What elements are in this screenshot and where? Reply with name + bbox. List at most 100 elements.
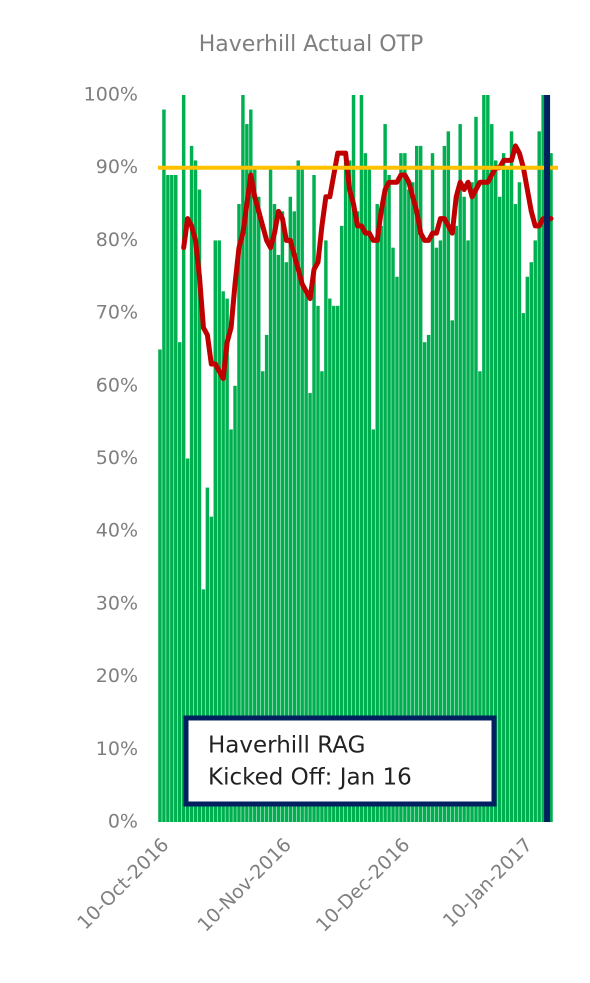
bar bbox=[197, 189, 202, 822]
annotation-box bbox=[183, 715, 497, 807]
bar bbox=[359, 95, 364, 822]
bar bbox=[430, 153, 435, 822]
y-tick-label: 60% bbox=[96, 374, 138, 396]
bar bbox=[426, 334, 431, 822]
bar bbox=[375, 204, 379, 823]
annotation-text: Kicked Off: Jan 16 bbox=[208, 765, 412, 791]
bar bbox=[336, 305, 340, 823]
bar bbox=[272, 204, 277, 823]
bar bbox=[162, 109, 166, 823]
bar bbox=[407, 189, 411, 822]
bar bbox=[237, 204, 241, 823]
bar bbox=[466, 240, 470, 822]
y-tick-label: 0% bbox=[108, 811, 138, 833]
bar bbox=[304, 291, 308, 822]
bar bbox=[474, 116, 478, 822]
bar bbox=[470, 182, 474, 823]
x-tick-label: 10-Dec-2016 bbox=[312, 834, 415, 937]
bar bbox=[387, 174, 391, 823]
bar bbox=[482, 95, 486, 822]
bar bbox=[320, 371, 324, 822]
bar bbox=[229, 429, 233, 822]
bar bbox=[308, 393, 312, 822]
bar bbox=[395, 276, 399, 822]
bar bbox=[454, 225, 458, 823]
bar bbox=[418, 145, 423, 822]
bar bbox=[280, 211, 285, 822]
bar bbox=[276, 254, 281, 822]
bar bbox=[193, 160, 198, 822]
bar bbox=[509, 131, 514, 823]
y-tick-label: 90% bbox=[96, 156, 138, 178]
moving-average-line bbox=[181, 143, 554, 382]
annotation-text: Haverhill RAG bbox=[208, 733, 365, 759]
x-tick-label: 10-Nov-2016 bbox=[193, 834, 295, 936]
y-tick-label: 50% bbox=[96, 447, 138, 469]
bar bbox=[185, 458, 190, 822]
bar bbox=[497, 196, 502, 822]
y-tick-label: 30% bbox=[96, 592, 138, 614]
bar bbox=[166, 174, 170, 823]
bar bbox=[486, 95, 490, 822]
bar bbox=[221, 291, 225, 822]
chart-title: Haverhill Actual OTP bbox=[199, 32, 423, 57]
bar bbox=[205, 487, 210, 822]
bar bbox=[422, 342, 427, 822]
bar bbox=[209, 516, 214, 822]
bar bbox=[505, 167, 510, 822]
bar bbox=[328, 298, 332, 822]
bar bbox=[324, 240, 328, 822]
bar bbox=[316, 305, 320, 823]
bar bbox=[383, 124, 387, 822]
bar bbox=[292, 211, 296, 822]
bar bbox=[264, 334, 269, 822]
bar bbox=[450, 320, 454, 822]
bar bbox=[494, 160, 498, 822]
bar bbox=[458, 124, 462, 822]
bar bbox=[284, 262, 289, 823]
y-tick-label: 80% bbox=[96, 229, 138, 251]
bar bbox=[174, 174, 178, 823]
bar bbox=[399, 153, 403, 822]
bar bbox=[312, 174, 316, 823]
bar bbox=[529, 262, 533, 823]
y-tick-label: 100% bbox=[84, 84, 138, 106]
bar bbox=[438, 240, 443, 822]
bar bbox=[201, 589, 206, 822]
bar bbox=[541, 95, 545, 822]
bar bbox=[490, 124, 494, 822]
bar bbox=[170, 174, 174, 823]
bar bbox=[245, 124, 249, 822]
bar bbox=[253, 167, 257, 822]
bar bbox=[213, 240, 217, 822]
bar bbox=[351, 95, 356, 822]
bar bbox=[525, 276, 530, 822]
bar bbox=[363, 153, 368, 822]
y-tick-label: 70% bbox=[96, 302, 138, 324]
bar bbox=[533, 240, 537, 822]
bar bbox=[268, 167, 273, 822]
bar bbox=[379, 225, 383, 823]
bar bbox=[537, 131, 541, 823]
bar bbox=[501, 153, 506, 822]
bar bbox=[434, 247, 439, 823]
bar bbox=[513, 204, 518, 823]
bar bbox=[332, 305, 336, 823]
bar bbox=[233, 385, 237, 822]
bar bbox=[181, 95, 186, 822]
bar bbox=[343, 153, 348, 822]
bar bbox=[391, 247, 395, 823]
bar bbox=[241, 95, 245, 822]
bar bbox=[415, 145, 419, 822]
bar bbox=[158, 349, 162, 822]
x-tick-label: 10-Oct-2016 bbox=[73, 834, 173, 934]
bar bbox=[217, 240, 221, 822]
bar bbox=[347, 160, 352, 822]
bar bbox=[403, 153, 407, 822]
bar bbox=[549, 153, 553, 822]
bar bbox=[517, 182, 522, 823]
bar bbox=[411, 182, 415, 823]
bar bbox=[442, 145, 447, 822]
bar bbox=[371, 429, 375, 822]
